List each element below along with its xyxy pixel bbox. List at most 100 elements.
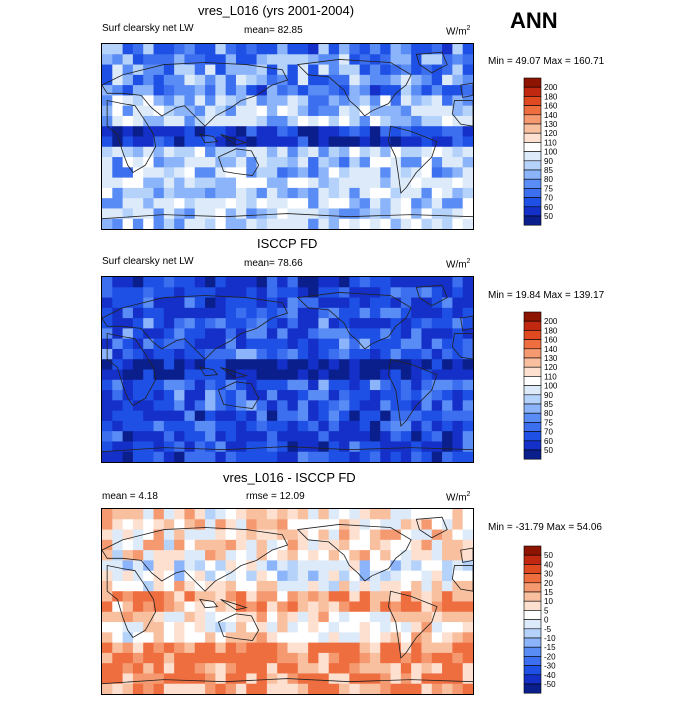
- field-cell: [215, 338, 227, 350]
- field-cell: [153, 328, 165, 340]
- field-cell: [132, 318, 144, 329]
- field-cell: [431, 177, 443, 189]
- field-cell: [143, 307, 155, 319]
- field-cell: [266, 570, 278, 582]
- field-cell: [225, 208, 237, 220]
- field-cell: [452, 529, 464, 541]
- field-cell: [132, 560, 144, 572]
- field-cell: [297, 115, 309, 127]
- field-cell: [390, 410, 402, 422]
- field-cell: [174, 539, 185, 551]
- field-cell: [266, 529, 278, 541]
- field-cell: [297, 359, 309, 371]
- field-cell: [184, 328, 196, 340]
- field-cell: [297, 277, 309, 288]
- field-cell: [452, 441, 464, 453]
- field-cell: [452, 167, 464, 179]
- field-cell: [256, 105, 268, 117]
- field-cell: [277, 307, 289, 319]
- coastline: [296, 292, 412, 350]
- field-cell: [256, 509, 268, 520]
- field-cell: [297, 519, 309, 531]
- field-cell: [462, 642, 473, 654]
- field-cell: [205, 560, 216, 572]
- field-cell: [225, 64, 237, 76]
- field-cell: [184, 126, 196, 138]
- panel-1-units: W/m2: [446, 25, 471, 38]
- field-cell: [390, 85, 402, 96]
- field-cell: [184, 441, 196, 453]
- field-cell: [339, 673, 350, 685]
- field-cell: [205, 410, 216, 422]
- field-cell: [215, 218, 227, 229]
- colorbar-tick-label: 200: [544, 317, 558, 326]
- field-cell: [359, 208, 371, 220]
- field-cell: [349, 560, 361, 572]
- panel-3-rmse-value: 12.09: [279, 491, 305, 502]
- field-cell: [421, 167, 433, 179]
- field-cell: [153, 642, 165, 654]
- field-cell: [184, 297, 196, 309]
- field-cell: [112, 287, 124, 299]
- field-cell: [308, 307, 319, 319]
- field-cell: [235, 126, 247, 138]
- field-cell: [442, 318, 453, 329]
- field-cell: [277, 509, 289, 520]
- field-cell: [421, 632, 433, 644]
- field-cell: [287, 652, 299, 664]
- field-cell: [431, 44, 443, 55]
- field-cell: [318, 198, 330, 209]
- field-cell: [390, 642, 402, 654]
- field-cell: [308, 146, 319, 158]
- field-cell: [277, 85, 289, 96]
- colorbar-box: [523, 422, 542, 432]
- field-cell: [421, 307, 433, 319]
- field-cell: [256, 74, 268, 86]
- field-cell: [411, 410, 422, 422]
- field-cell: [235, 105, 247, 117]
- field-cell: [318, 54, 330, 66]
- field-cell: [349, 146, 361, 158]
- field-cell: [235, 663, 247, 674]
- field-cell: [112, 663, 124, 674]
- field-cell: [462, 379, 473, 391]
- field-cell: [400, 673, 412, 685]
- field-cell: [349, 529, 361, 541]
- field-cell: [225, 74, 237, 86]
- field-cell: [339, 652, 350, 664]
- field-cell: [225, 410, 237, 422]
- field-cell: [287, 277, 299, 288]
- field-cell: [184, 390, 196, 401]
- field-cell: [297, 400, 309, 412]
- field-cell: [102, 218, 113, 229]
- field-cell: [400, 318, 412, 329]
- colorbar-tick-label: 80: [544, 409, 553, 418]
- field-cell: [452, 277, 464, 288]
- field-cell: [390, 277, 402, 288]
- field-cell: [122, 632, 134, 644]
- field-cell: [143, 591, 155, 603]
- field-cell: [235, 307, 247, 319]
- field-cell: [318, 451, 330, 462]
- field-cell: [112, 509, 124, 520]
- field-cell: [390, 632, 402, 644]
- field-cell: [132, 441, 144, 453]
- field-cell: [318, 642, 330, 654]
- field-cell: [277, 287, 289, 299]
- field-cell: [349, 348, 361, 360]
- field-cell: [143, 601, 155, 613]
- field-cell: [153, 622, 165, 633]
- field-cell: [225, 338, 237, 350]
- field-cell: [225, 54, 237, 66]
- field-cell: [132, 115, 144, 127]
- field-cell: [174, 297, 185, 309]
- colorbar-box: [523, 160, 542, 171]
- field-cell: [277, 622, 289, 633]
- field-cell: [359, 115, 371, 127]
- field-cell: [143, 580, 155, 592]
- field-cell: [421, 218, 433, 229]
- field-cell: [122, 74, 134, 86]
- field-cell: [411, 591, 422, 603]
- field-cell: [102, 177, 113, 189]
- field-cell: [287, 318, 299, 329]
